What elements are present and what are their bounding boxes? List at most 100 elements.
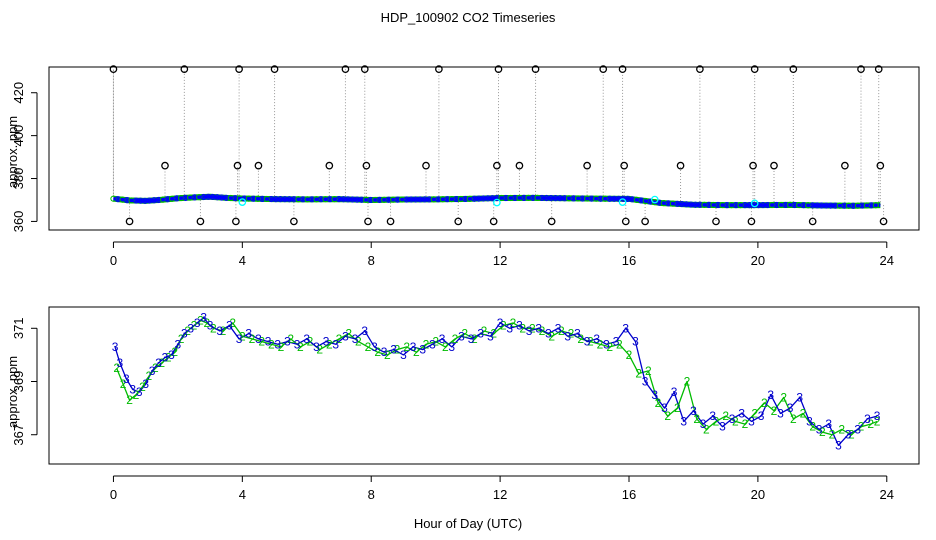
- series-2-marker: 2: [146, 369, 153, 383]
- series-2-line: [116, 319, 878, 436]
- baseline-point: [791, 201, 798, 209]
- series-3-marker: 3: [825, 417, 832, 431]
- flag-point: [641, 217, 649, 226]
- flag-point: [879, 217, 888, 226]
- series-3-marker: 3: [787, 401, 794, 415]
- series-2-marker: 2: [635, 367, 642, 381]
- series-3-marker: 3: [806, 414, 813, 428]
- flag-point: [696, 65, 704, 73]
- baseline-point: [574, 195, 582, 202]
- flag-point: [876, 161, 885, 170]
- series-2-marker: 2: [326, 337, 333, 351]
- series-3-marker: 3: [622, 321, 629, 335]
- series-2-marker: 2: [442, 340, 449, 354]
- baseline-point: [132, 197, 140, 204]
- x-axis-label: Hour of Day (UTC): [414, 516, 522, 531]
- series-3-marker: 3: [864, 412, 871, 426]
- series-2-marker: 2: [249, 332, 256, 346]
- series-2-marker: 2: [336, 332, 343, 346]
- series-3-marker: 3: [729, 412, 736, 426]
- series-2-marker: 2: [471, 332, 478, 346]
- series-2-marker: 2: [568, 327, 575, 341]
- flag-point: [583, 161, 591, 170]
- baseline-point: [660, 200, 667, 207]
- baseline-point: [759, 201, 767, 209]
- x-tick-label: 20: [751, 487, 765, 502]
- baseline-point: [782, 201, 789, 209]
- series-3-marker: 3: [255, 332, 262, 346]
- baseline-point: [371, 196, 379, 204]
- series-3-marker: 3: [526, 324, 533, 338]
- series-3-marker: 3: [352, 332, 359, 346]
- series-3-marker: 3: [758, 409, 765, 423]
- baseline-point: [845, 202, 852, 209]
- baseline-point: [836, 202, 843, 209]
- baseline-point: [678, 200, 685, 208]
- series-3-marker: 3: [439, 332, 446, 346]
- series-3-marker: 3: [535, 321, 542, 335]
- top-panel: approx. ppm 0 4 8 12 16 20 24 360 380 400 420: [5, 65, 920, 268]
- baseline-point: [317, 196, 325, 203]
- baseline-point: [823, 202, 830, 209]
- baseline-point: [173, 195, 180, 202]
- series-2-marker: 2: [307, 335, 314, 349]
- series-3-marker: 3: [226, 319, 233, 333]
- baseline-point: [868, 202, 875, 209]
- series-3-marker: 3: [767, 388, 774, 402]
- series-2-marker: 2: [355, 335, 362, 349]
- series-3-marker: 3: [390, 343, 397, 357]
- baseline-point: [538, 194, 546, 202]
- baseline-point: [114, 196, 122, 203]
- baseline-point: [295, 196, 302, 203]
- baseline-point: [272, 196, 279, 203]
- baseline-point: [205, 193, 212, 200]
- flag-point: [749, 161, 757, 170]
- baseline-point: [164, 196, 171, 203]
- y-tick-label: 369: [11, 371, 26, 393]
- flag-point: [386, 217, 395, 226]
- series-3-marker: 3: [162, 351, 169, 365]
- series-2-marker: 2: [490, 327, 497, 341]
- bottom-plot-frame: [48, 306, 920, 465]
- baseline-point: [200, 193, 207, 201]
- x-tick-label: 0: [110, 253, 117, 268]
- series-3-marker: 3: [506, 321, 513, 335]
- x-tick-label: 12: [493, 487, 507, 502]
- baseline-point: [218, 194, 225, 201]
- series-2-marker: 2: [210, 321, 217, 335]
- baseline-point: [593, 195, 600, 202]
- y-tick-label: 400: [11, 125, 26, 147]
- series-2-marker: 2: [120, 377, 127, 391]
- series-2-marker: 2: [809, 420, 816, 434]
- baseline-point: [313, 196, 320, 203]
- baseline-point: [281, 196, 288, 203]
- baseline-point: [556, 195, 564, 202]
- series-3-marker: 3: [497, 316, 504, 330]
- series-3-marker: 3: [168, 348, 175, 362]
- series-2-marker: 2: [158, 356, 165, 370]
- baseline-point: [511, 194, 519, 202]
- baseline-point: [624, 195, 631, 202]
- flag-point: [770, 161, 778, 170]
- baseline-point: [723, 202, 731, 209]
- baseline-point: [214, 194, 221, 201]
- series-2-marker: 2: [539, 324, 546, 338]
- baseline-point: [182, 194, 189, 201]
- flag-point: [454, 217, 463, 226]
- baseline-point: [696, 201, 703, 208]
- series-2-marker: 2: [742, 417, 749, 431]
- baseline-point: [602, 195, 609, 202]
- bottom-y-axis-label: approx. ppm: [5, 356, 20, 428]
- series-3-marker: 3: [709, 409, 716, 423]
- baseline-point: [796, 201, 803, 209]
- baseline-point: [421, 196, 428, 203]
- baseline-point: [453, 195, 460, 203]
- baseline-point: [832, 202, 839, 209]
- baseline-point: [304, 196, 311, 203]
- top-baseline: [110, 193, 881, 209]
- baseline-point: [818, 202, 825, 209]
- series-3-marker: 3: [584, 335, 591, 349]
- flag-point: [362, 161, 371, 170]
- cyan-point: [618, 198, 627, 206]
